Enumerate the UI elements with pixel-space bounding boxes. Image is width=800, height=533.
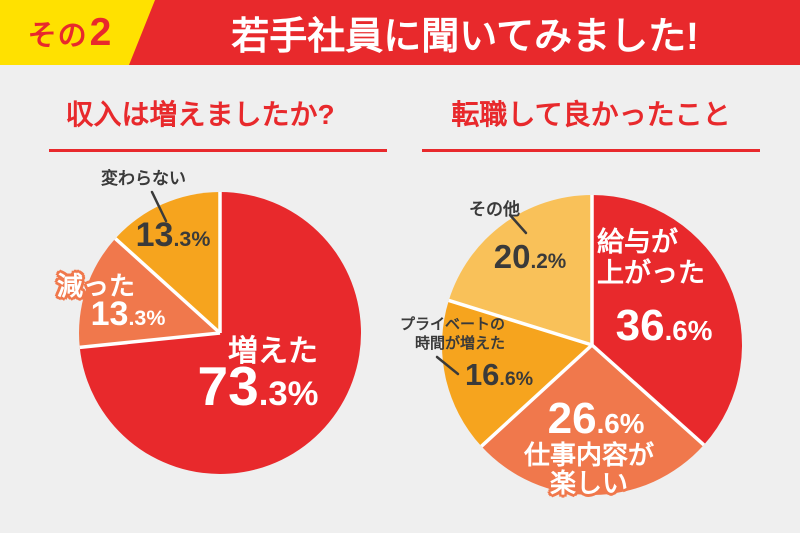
connector-line-unchanged — [150, 190, 168, 223]
slice-value-salary: 36.6% — [615, 301, 713, 350]
pie-slices — [441, 195, 742, 496]
slice-value-work-fun: 26.6% — [547, 394, 645, 443]
slice-label-unchanged: 変わらない — [101, 169, 186, 188]
slice-label-salary-line2: 上がった — [597, 258, 705, 288]
header-banner: その 2 若手社員に聞いてみました! — [0, 0, 800, 65]
chart-job-change: 転職して良かったこと その他 20.2% 給与が 上がった 36.6% プライベ… — [400, 65, 800, 533]
slice-value-decreased: 13.3% — [90, 295, 166, 333]
slice-label-salary: 給与が 上がった — [597, 227, 705, 289]
slice-label-salary-line1: 給与が — [597, 227, 678, 257]
pie-chart-income — [79, 190, 362, 474]
section-badge — [0, 0, 155, 65]
connector-line-other — [508, 213, 528, 235]
slice-separators — [79, 192, 222, 350]
slice-label-increased: 増えた — [228, 335, 318, 368]
slice-separators — [448, 195, 706, 448]
chart-title-income: 収入は増えましたか? — [65, 99, 335, 130]
slice-label-private-line2: 時間が増えた — [414, 335, 505, 352]
slice-label-work-fun-line1: 仕事内容が — [523, 440, 655, 470]
slice-value-other: 20.2% — [493, 238, 567, 275]
chart-title-job-change: 転職して良かったこと — [451, 99, 731, 130]
slice-label-work-fun-line2: 楽しい — [549, 468, 629, 498]
slice-label-decreased: 減った — [57, 271, 136, 301]
title-underline — [49, 149, 387, 152]
chart-income: 収入は増えましたか? 変わらない 13.3% 減った 13.3% 増えた 73.… — [0, 65, 400, 533]
slice-label-private-time: プライベートの 時間が増えた — [400, 315, 505, 353]
slice-value-private-time: 16.6% — [464, 357, 534, 392]
connector-line-private-time — [435, 355, 460, 376]
badge-prefix: その — [27, 19, 88, 52]
slice-value-unchanged: 13.3% — [135, 216, 211, 254]
slice-label-private-line1: プライベートの — [400, 316, 506, 333]
pie-chart-job-change — [435, 195, 742, 496]
slice-value-increased: 73.3% — [197, 355, 319, 417]
slice-label-work-fun: 仕事内容が 楽しい — [524, 441, 654, 497]
badge-label: その 2 — [0, 0, 140, 65]
badge-number: 2 — [89, 10, 113, 54]
slice-label-other: その他 — [469, 200, 520, 219]
page-title: 若手社員に聞いてみました! — [231, 16, 699, 58]
title-underline — [422, 149, 760, 152]
